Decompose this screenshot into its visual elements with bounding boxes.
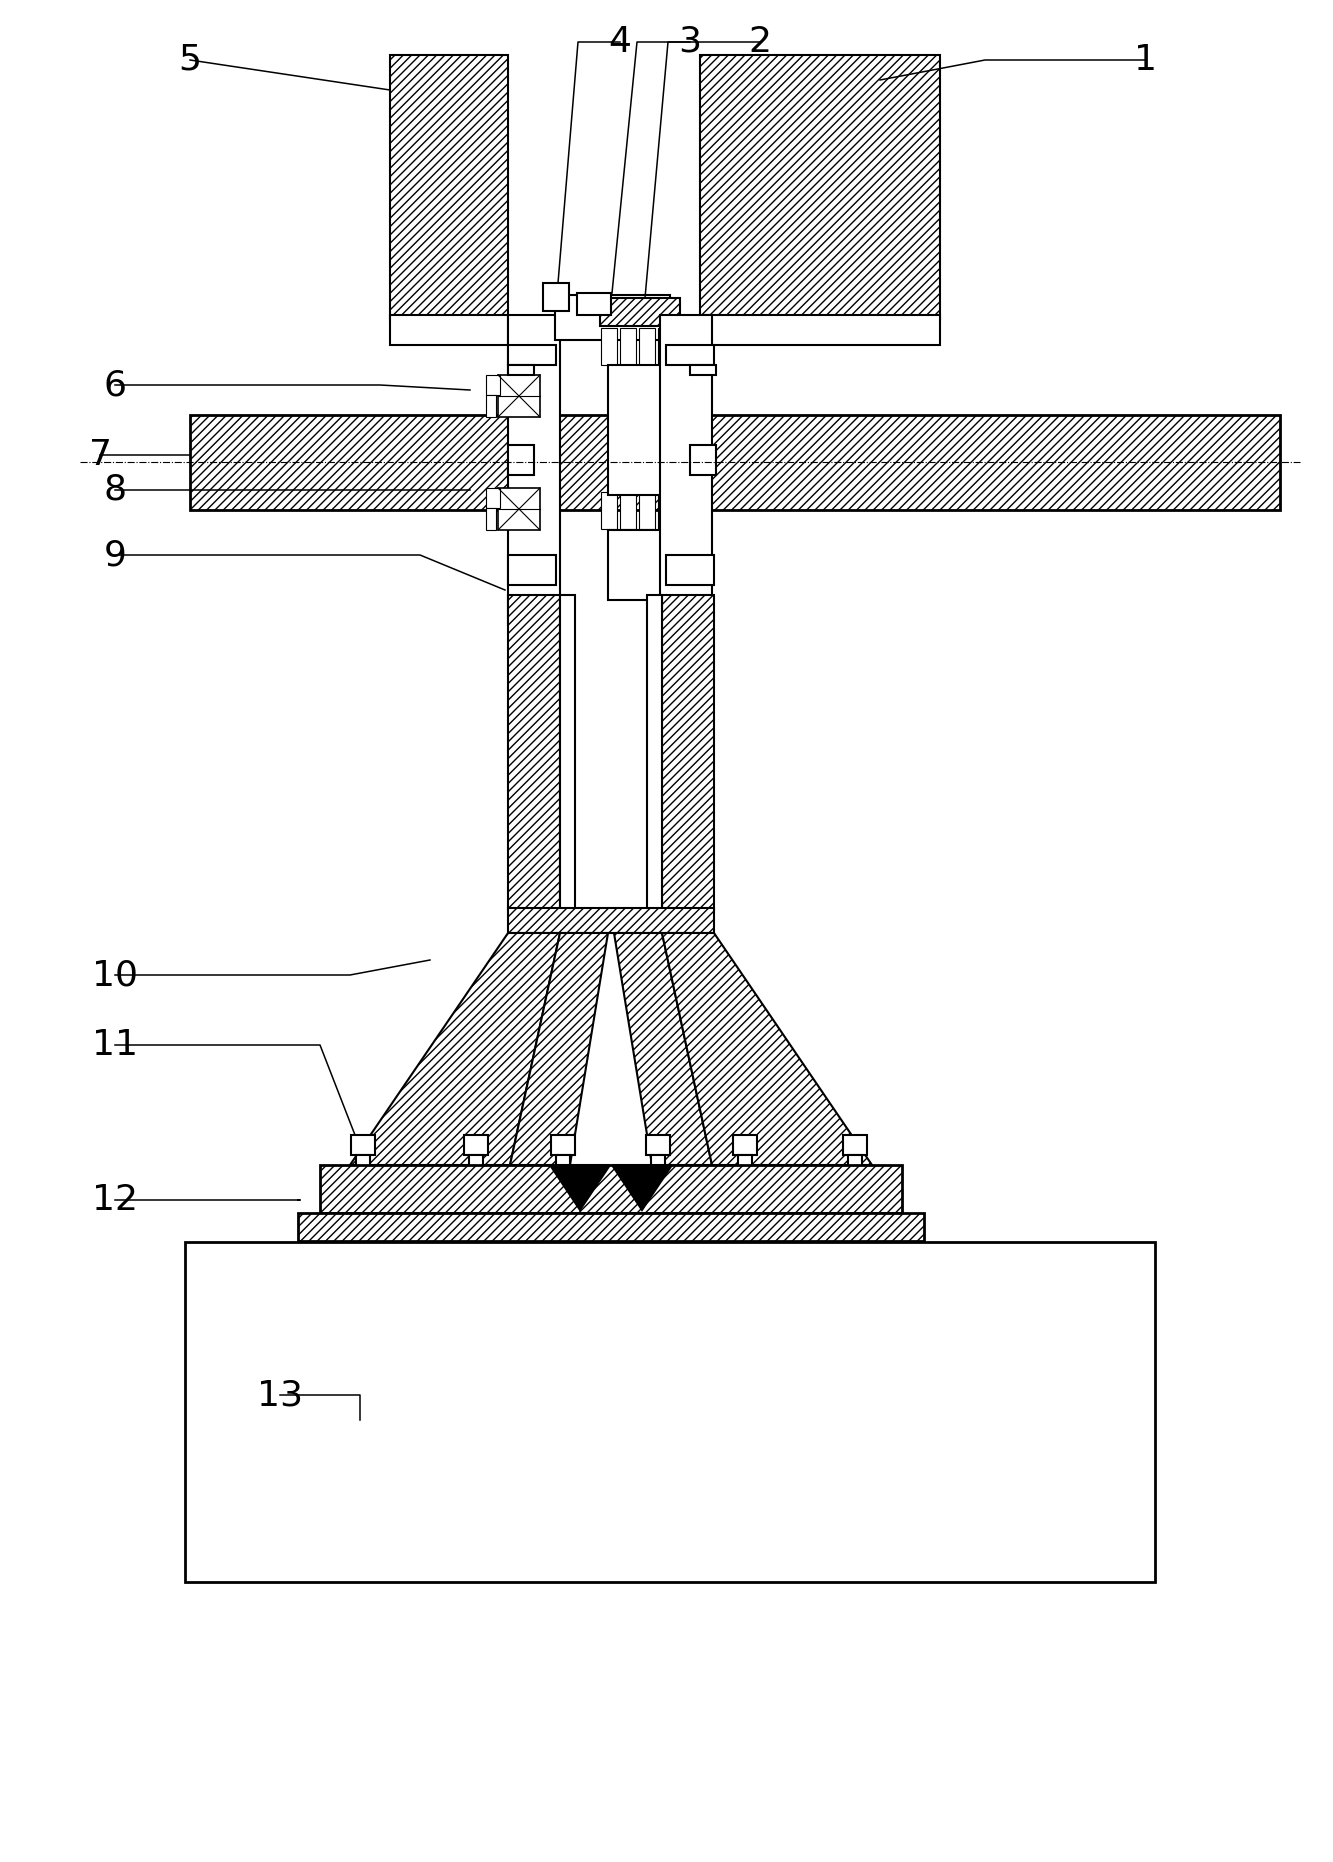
Bar: [543, 283, 569, 311]
Bar: [508, 445, 535, 475]
Bar: [508, 555, 556, 585]
Bar: [639, 492, 655, 529]
Text: 1: 1: [1133, 43, 1157, 76]
Bar: [508, 365, 535, 374]
Bar: [556, 1154, 571, 1182]
Bar: [659, 328, 674, 365]
Text: 4: 4: [608, 24, 632, 60]
Text: 12: 12: [92, 1182, 139, 1218]
Bar: [191, 415, 1280, 510]
Polygon shape: [663, 933, 872, 1166]
Bar: [651, 1154, 665, 1182]
Bar: [487, 395, 496, 417]
Bar: [555, 294, 670, 341]
Bar: [663, 596, 714, 911]
Bar: [487, 374, 500, 395]
Bar: [700, 315, 940, 344]
Polygon shape: [612, 1166, 672, 1210]
Bar: [508, 315, 560, 626]
Bar: [647, 1136, 670, 1154]
Bar: [487, 488, 500, 508]
Bar: [185, 1242, 1154, 1583]
Bar: [666, 555, 714, 585]
Bar: [620, 492, 636, 529]
Bar: [391, 315, 508, 344]
Text: 7: 7: [88, 438, 112, 471]
Bar: [600, 298, 680, 326]
Bar: [391, 56, 508, 320]
Text: 2: 2: [749, 24, 772, 60]
Text: 13: 13: [257, 1378, 303, 1411]
Bar: [608, 365, 672, 495]
Bar: [700, 56, 940, 320]
Bar: [356, 1154, 371, 1182]
Bar: [577, 292, 611, 315]
Text: 5: 5: [179, 43, 201, 76]
Bar: [508, 596, 560, 911]
Bar: [620, 328, 636, 365]
Bar: [639, 328, 655, 365]
Bar: [608, 531, 672, 600]
Polygon shape: [511, 933, 608, 1166]
Bar: [601, 328, 617, 365]
Bar: [320, 1166, 902, 1212]
Text: 8: 8: [104, 473, 127, 506]
Bar: [690, 445, 716, 475]
Bar: [848, 1154, 862, 1182]
Polygon shape: [351, 933, 560, 1166]
Bar: [647, 596, 663, 911]
Bar: [464, 1136, 488, 1154]
Text: 10: 10: [92, 959, 139, 992]
Bar: [733, 1136, 757, 1154]
Bar: [660, 315, 712, 626]
Bar: [601, 492, 617, 529]
Text: 11: 11: [92, 1028, 139, 1061]
Bar: [499, 374, 540, 417]
Bar: [508, 909, 714, 933]
Bar: [690, 365, 716, 374]
Bar: [551, 1136, 575, 1154]
Text: 6: 6: [104, 369, 127, 402]
Bar: [738, 1154, 752, 1182]
Text: 9: 9: [104, 538, 127, 572]
Bar: [666, 344, 714, 365]
Polygon shape: [551, 1166, 611, 1210]
Bar: [560, 596, 575, 911]
Polygon shape: [615, 933, 712, 1166]
Bar: [508, 344, 556, 365]
Bar: [299, 1212, 924, 1240]
Bar: [351, 1136, 375, 1154]
Bar: [469, 1154, 483, 1182]
Bar: [499, 488, 540, 531]
Bar: [659, 492, 674, 529]
Text: 3: 3: [678, 24, 701, 60]
Bar: [487, 508, 496, 531]
Bar: [842, 1136, 866, 1154]
